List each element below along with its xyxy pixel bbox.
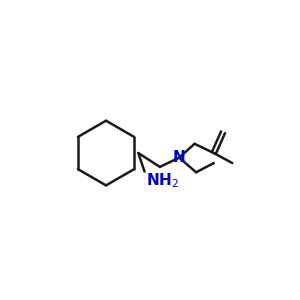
Text: NH$_2$: NH$_2$ xyxy=(146,171,179,190)
Text: N: N xyxy=(173,150,185,165)
